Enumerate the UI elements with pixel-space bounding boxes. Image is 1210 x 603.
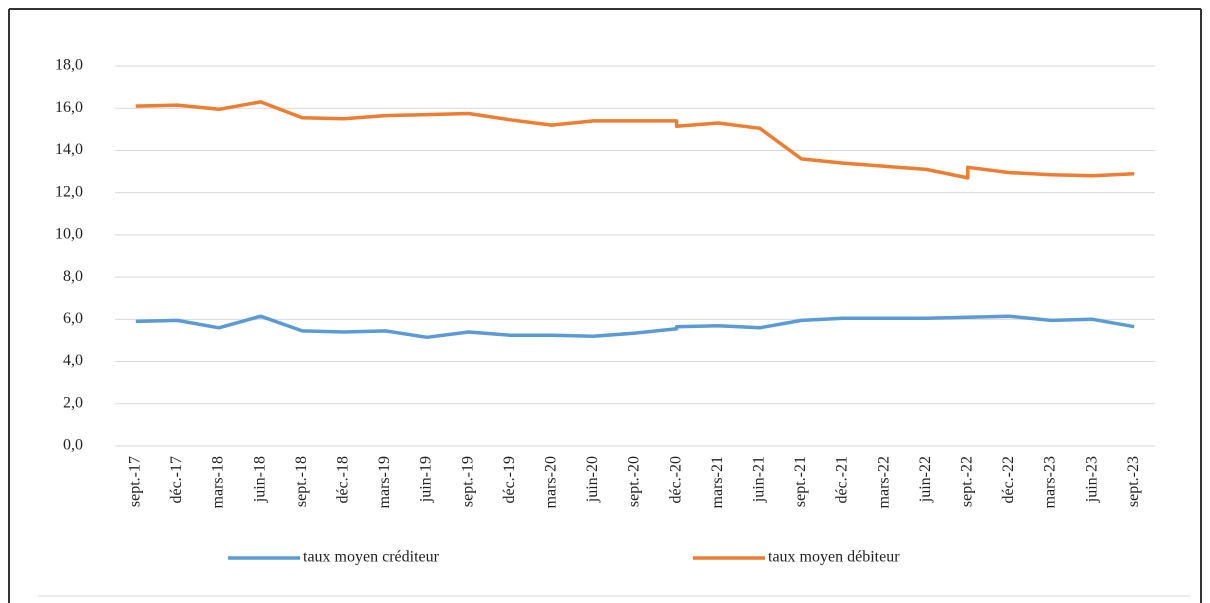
x-tick-label: déc.-18 [334, 456, 351, 504]
y-tick-label: 10,0 [55, 226, 83, 243]
y-tick-label: 14,0 [55, 141, 83, 158]
x-tick-label: juin-20 [584, 456, 601, 503]
x-tick-label: déc.-21 [834, 456, 851, 504]
x-tick-label: déc.-19 [501, 456, 518, 504]
x-tick-label: déc.-22 [1000, 456, 1017, 504]
x-tick-label: mars-22 [875, 456, 892, 508]
x-tick-label: mars-19 [376, 456, 393, 508]
x-tick-label: sept.-21 [792, 456, 809, 507]
x-tick-label: déc.-17 [168, 456, 185, 504]
y-tick-label: 18,0 [55, 57, 83, 74]
x-tick-label: sept.-23 [1125, 456, 1142, 507]
y-tick-label: 12,0 [55, 183, 83, 200]
x-tick-label: sept.-17 [126, 456, 143, 507]
y-tick-label: 8,0 [63, 268, 83, 285]
x-tick-label: juin-23 [1083, 456, 1100, 503]
y-tick-label: 2,0 [63, 394, 83, 411]
y-tick-label: 4,0 [63, 352, 83, 369]
legend-label: taux moyen créditeur [303, 549, 440, 566]
x-tick-label: sept.-19 [459, 456, 476, 507]
legend-label: taux moyen débiteur [768, 549, 900, 566]
series-line [135, 314, 1135, 340]
x-tick-label: sept.-18 [293, 456, 310, 507]
x-tick-label: mars-18 [210, 456, 227, 508]
y-tick-label: 0,0 [63, 437, 83, 454]
x-tick-label: mars-20 [542, 456, 559, 508]
x-tick-label: mars-23 [1042, 456, 1059, 508]
x-tick-label: déc.-20 [667, 456, 684, 504]
x-tick-label: sept.-20 [626, 456, 643, 507]
x-tick-label: juin-22 [917, 456, 934, 503]
x-tick-label: sept.-22 [958, 456, 975, 507]
x-tick-label: mars-21 [709, 456, 726, 508]
x-tick-label: juin-19 [418, 456, 435, 503]
x-tick-label: juin-18 [251, 456, 268, 503]
y-tick-label: 6,0 [63, 310, 83, 327]
y-tick-label: 16,0 [55, 99, 83, 116]
series-line [135, 100, 1135, 180]
x-tick-label: juin-21 [750, 456, 767, 503]
